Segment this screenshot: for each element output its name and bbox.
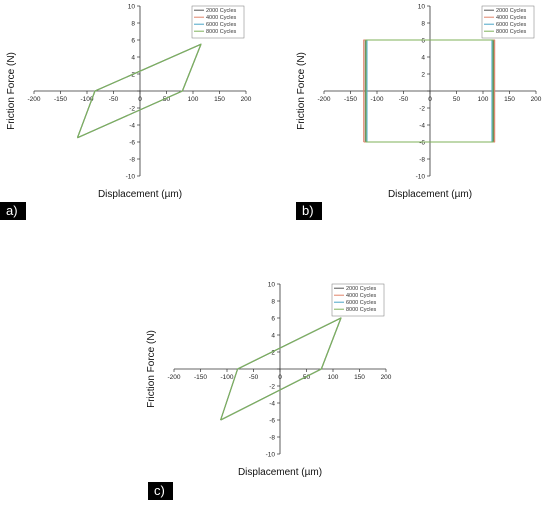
legend-entry: 8000 Cycles [496, 29, 527, 35]
y-axis-title: Friction Force (N) [146, 330, 157, 408]
y-tick-label: 6 [131, 37, 135, 44]
chart-c-svg: -200 -150 -100 -50 0 50 100 150 200 -10 -8 -6 -4 -2 2 4… [146, 281, 392, 478]
y-tick-label: -6 [129, 139, 135, 146]
x-tick-label: -50 [109, 96, 119, 103]
y-tick-label: -10 [416, 173, 426, 180]
legend-entry: 2000 Cycles [496, 8, 527, 14]
legend-entry: 8000 Cycles [206, 29, 237, 35]
x-tick-label: -150 [194, 374, 207, 381]
series-line-4 [365, 39, 494, 143]
y-tick-label: -8 [419, 156, 425, 163]
series-line-4 [220, 317, 342, 421]
x-tick-label: -50 [399, 96, 409, 103]
y-tick-label: 10 [128, 3, 136, 10]
legend-entry: 6000 Cycles [346, 300, 377, 306]
x-tick-label: 0 [278, 374, 282, 381]
x-tick-label: 100 [188, 96, 199, 103]
x-tick-label: -200 [27, 96, 40, 103]
y-tick-label: 2 [421, 71, 425, 78]
x-tick-label: -200 [167, 374, 180, 381]
x-tick-label: 0 [428, 96, 432, 103]
legend-entry: 8000 Cycles [346, 307, 377, 313]
y-tick-label: -4 [129, 122, 135, 129]
y-tick-label: 2 [131, 71, 135, 78]
x-tick-label: -150 [344, 96, 357, 103]
y-tick-label: -8 [129, 156, 135, 163]
panel-label-a: a) [0, 202, 26, 220]
y-tick-label: 4 [271, 332, 275, 339]
y-tick-label: -2 [419, 105, 425, 112]
x-tick-label: -100 [80, 96, 93, 103]
x-tick-label: -150 [54, 96, 67, 103]
x-tick-label: 150 [504, 96, 515, 103]
y-tick-label: 6 [421, 37, 425, 44]
y-tick-label: 8 [271, 298, 275, 305]
y-tick-label: 4 [421, 54, 425, 61]
x-tick-label: 150 [354, 374, 365, 381]
x-tick-label: 0 [138, 96, 142, 103]
x-tick-label: 100 [328, 374, 339, 381]
legend-box [331, 283, 385, 317]
x-axis-title: Displacement (µm) [388, 189, 472, 200]
x-tick-label: 200 [381, 374, 392, 381]
x-tick-label: 200 [531, 96, 542, 103]
y-tick-label: 6 [271, 315, 275, 322]
series-line-4 [76, 43, 202, 139]
panel-label-c: c) [148, 482, 173, 500]
legend-entry: 4000 Cycles [346, 293, 377, 299]
y-tick-label: 8 [421, 20, 425, 27]
y-tick-label: -6 [269, 417, 275, 424]
y-tick-label: -10 [266, 451, 276, 458]
legend-entry: 2000 Cycles [206, 8, 237, 14]
legend-entry: 4000 Cycles [496, 15, 527, 21]
x-tick-label: 200 [241, 96, 252, 103]
x-tick-label: -50 [249, 374, 259, 381]
y-tick-label: -8 [269, 434, 275, 441]
legend-entry: 6000 Cycles [496, 22, 527, 28]
y-tick-label: -6 [419, 139, 425, 146]
chart-panel-c: -200 -150 -100 -50 0 50 100 150 200 -10 -8 -6 -4 -2 2 4… [140, 278, 400, 483]
y-tick-label: -10 [126, 173, 136, 180]
y-tick-label: 2 [271, 349, 275, 356]
x-tick-label: -100 [370, 96, 383, 103]
legend-box [481, 5, 535, 39]
x-axis-title: Displacement (µm) [238, 467, 322, 478]
y-tick-label: -4 [269, 400, 275, 407]
y-tick-label: 4 [131, 54, 135, 61]
x-tick-label: 100 [478, 96, 489, 103]
legend-entry: 6000 Cycles [206, 22, 237, 28]
legend-entry: 4000 Cycles [206, 15, 237, 21]
y-tick-label: -2 [129, 105, 135, 112]
y-tick-label: 10 [268, 281, 276, 288]
x-tick-label: 50 [163, 96, 171, 103]
legend-box [191, 5, 245, 39]
x-tick-label: 50 [453, 96, 461, 103]
chart-panel-a: -200 -150 -100 -50 0 50 100 150 200 -10 -8 -6 -4 -2 2 4… [0, 0, 260, 205]
y-axis-title: Friction Force (N) [296, 52, 307, 130]
panel-label-b: b) [296, 202, 322, 220]
chart-a-svg: -200 -150 -100 -50 0 50 100 150 200 -10 -8 -6 -4 -2 2 4… [6, 3, 252, 200]
y-tick-label: -2 [269, 383, 275, 390]
x-tick-label: 150 [214, 96, 225, 103]
x-tick-label: 50 [303, 374, 311, 381]
x-tick-label: -100 [220, 374, 233, 381]
chart-panel-b: -200 -150 -100 -50 0 50 100 150 200 -10 -8 -6 -4 -2 2 4… [290, 0, 550, 205]
y-tick-label: 10 [418, 3, 426, 10]
chart-b-svg: -200 -150 -100 -50 0 50 100 150 200 -10 -8 -6 -4 -2 2 4… [296, 3, 542, 200]
legend-entry: 2000 Cycles [346, 286, 377, 292]
y-tick-label: 8 [131, 20, 135, 27]
x-tick-label: -200 [317, 96, 330, 103]
y-tick-label: -4 [419, 122, 425, 129]
y-axis-title: Friction Force (N) [6, 52, 17, 130]
x-axis-title: Displacement (µm) [98, 189, 182, 200]
